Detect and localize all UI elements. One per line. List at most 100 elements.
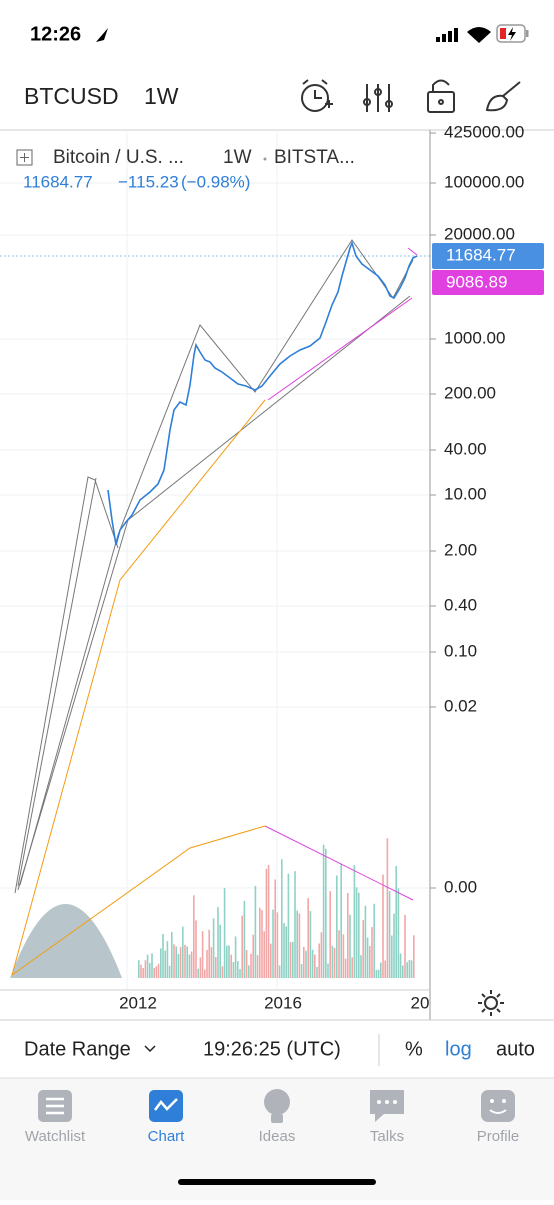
- battery-icon: [496, 24, 529, 43]
- volume-bar: [144, 960, 147, 978]
- lock-icon[interactable]: [427, 79, 455, 113]
- location-icon: [96, 28, 108, 42]
- volume-bar: [388, 891, 391, 978]
- volume-bar: [408, 960, 411, 978]
- volume-bar: [177, 954, 180, 978]
- volume-bar: [162, 933, 164, 978]
- alert-icon[interactable]: [301, 79, 333, 112]
- time-label: 20: [411, 993, 430, 1012]
- volume-bar: [278, 965, 281, 978]
- volume-bar: [413, 935, 415, 978]
- volume-bar: [208, 929, 210, 978]
- percent-toggle[interactable]: %: [405, 1038, 423, 1060]
- volume-bar: [351, 957, 353, 978]
- volume-bar: [237, 961, 239, 978]
- volume-bar: [157, 963, 160, 978]
- auto-toggle[interactable]: auto: [496, 1038, 535, 1060]
- volume-bar: [380, 962, 382, 978]
- tab-label[interactable]: Profile: [477, 1128, 520, 1145]
- volume-bar: [294, 871, 296, 978]
- volume-bar: [325, 848, 327, 978]
- volume-bar: [322, 844, 325, 978]
- volume-bar: [298, 913, 301, 978]
- volume-bar: [230, 954, 232, 978]
- tabs: Watchlist Chart Ideas Talks Profile: [25, 1128, 519, 1145]
- volume-bar: [316, 966, 318, 978]
- volume-bar: [263, 931, 265, 978]
- volume-bar: [234, 936, 237, 978]
- legend-change: −115.23: [118, 172, 179, 191]
- volume-bar: [274, 879, 276, 978]
- time-zone[interactable]: 19:26:25 (UTC): [203, 1038, 341, 1060]
- interval[interactable]: 1W: [144, 83, 179, 109]
- volume-bar: [164, 950, 166, 978]
- symbol[interactable]: BTCUSD: [24, 83, 119, 109]
- drawing-icon[interactable]: [485, 81, 521, 112]
- volume-bar: [358, 892, 360, 978]
- tab-label[interactable]: Chart: [148, 1128, 186, 1145]
- volume-bar: [171, 931, 173, 978]
- collapse-icon[interactable]: [16, 149, 33, 166]
- volume-bar: [223, 888, 226, 978]
- volume-bar: [320, 932, 323, 978]
- price-label: 0.02: [444, 696, 477, 715]
- volume-bar: [364, 905, 367, 978]
- volume-bar: [353, 865, 356, 978]
- price-label: 425000.00: [444, 122, 524, 141]
- volume-bar: [217, 907, 219, 978]
- volume-bar: [283, 922, 285, 978]
- volume-bar: [204, 969, 206, 978]
- volume-bar: [349, 914, 351, 978]
- volume-bar: [140, 964, 142, 978]
- price-tag-bg: [432, 243, 544, 269]
- volume-bar: [406, 962, 408, 978]
- volume-bar: [160, 948, 162, 978]
- signal-icon: [436, 28, 458, 42]
- volume-bar: [219, 924, 221, 978]
- volume-bar: [175, 946, 177, 978]
- legend-change-pct: (−0.98%): [181, 172, 250, 191]
- volume-bar: [369, 945, 371, 978]
- volume-bar: [155, 966, 158, 978]
- volume-bar: [395, 865, 397, 978]
- tab-label[interactable]: Talks: [370, 1128, 404, 1145]
- price-tag: 11684.77: [446, 245, 516, 264]
- legend-interval: 1W: [223, 147, 252, 168]
- volume-bar: [397, 888, 400, 978]
- line-tag-bg: [432, 270, 544, 295]
- volume-bar: [276, 912, 279, 978]
- date-range[interactable]: Date Range: [24, 1038, 131, 1060]
- settings-icon[interactable]: [478, 990, 504, 1016]
- volume-bar: [206, 949, 208, 978]
- price-label: 100000.00: [444, 172, 524, 191]
- volume-bar: [391, 935, 393, 978]
- grid: [0, 130, 430, 990]
- volume-bar: [314, 954, 316, 978]
- volume-bar: [300, 964, 303, 978]
- price-label: 40.00: [444, 439, 487, 458]
- log-toggle[interactable]: log: [445, 1038, 472, 1060]
- volume-bar: [252, 934, 254, 978]
- indicators-icon[interactable]: [363, 84, 393, 112]
- volume-bar: [318, 943, 320, 978]
- volume-bar: [151, 953, 153, 978]
- volume-bar: [232, 962, 235, 978]
- volume-bar: [327, 963, 329, 978]
- volume-bar: [375, 969, 378, 978]
- price-label: 0.40: [444, 595, 477, 614]
- volume-bar: [384, 960, 386, 978]
- volume-bar: [289, 942, 292, 978]
- volume-bars: [138, 838, 415, 978]
- line-tag: 9086.89: [446, 272, 507, 291]
- volume-bar: [168, 965, 171, 978]
- price-label: 20000.00: [444, 224, 515, 243]
- volume-bar: [149, 963, 151, 978]
- tab-label[interactable]: Ideas: [259, 1128, 296, 1145]
- price-label: 0.10: [444, 641, 477, 660]
- volume-bar: [199, 957, 202, 978]
- tab-label[interactable]: Watchlist: [25, 1128, 86, 1145]
- volume-bar: [190, 951, 193, 978]
- price-label: 10.00: [444, 484, 487, 503]
- tab-icons: [38, 1089, 515, 1123]
- volume-bar: [226, 945, 228, 978]
